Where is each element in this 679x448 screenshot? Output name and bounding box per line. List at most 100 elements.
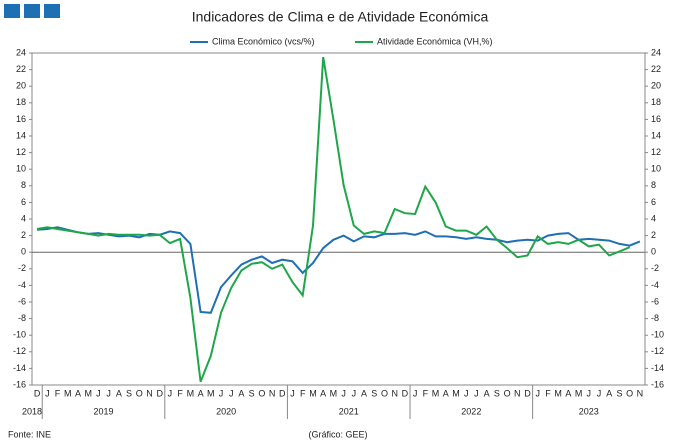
source: Fonte: INE <box>8 429 51 439</box>
series-line <box>36 56 631 383</box>
x-tick-label: J <box>229 388 234 398</box>
x-tick-label: D <box>34 388 41 398</box>
year-label: 2020 <box>216 406 236 416</box>
logo-block <box>4 4 20 18</box>
logo-block <box>44 4 60 18</box>
x-tick-label: A <box>75 388 81 398</box>
y2-tick-label: 24 <box>651 47 661 57</box>
x-tick-label: A <box>484 388 490 398</box>
x-tick-label: J <box>341 388 346 398</box>
x-tick-label: N <box>514 388 521 398</box>
x-tick-label: F <box>177 388 183 398</box>
x-tick-label: N <box>146 388 153 398</box>
x-tick-label: J <box>413 388 418 398</box>
x-tick-label: D <box>156 388 163 398</box>
x-tick-label: J <box>352 388 357 398</box>
x-tick-label: A <box>361 388 367 398</box>
legend-label: Atividade Económica (VH,%) <box>377 36 493 46</box>
plot-frame <box>31 52 646 386</box>
y-tick-label: 10 <box>16 164 26 174</box>
y2-tick-label: -2 <box>651 263 659 273</box>
y2-tick-label: 12 <box>651 147 661 157</box>
x-tick-label: O <box>381 388 388 398</box>
x-tick-label: F <box>545 388 551 398</box>
x-tick-label: N <box>637 388 644 398</box>
x-tick-label: D <box>279 388 286 398</box>
x-tick-label: M <box>432 388 440 398</box>
y2-tick-label: 4 <box>651 213 656 223</box>
y-tick-label: 8 <box>21 180 26 190</box>
credit: (Gráfico: GEE) <box>308 429 367 439</box>
x-tick-label: J <box>464 388 469 398</box>
x-tick-label: A <box>443 388 449 398</box>
x-tick-label: D <box>402 388 409 398</box>
x-tick-label: J <box>474 388 479 398</box>
y-tick-label: -2 <box>18 263 26 273</box>
y-tick-label: 24 <box>16 47 26 57</box>
y-tick-label: -14 <box>13 363 26 373</box>
logo-block <box>24 4 40 18</box>
x-tick-label: F <box>300 388 306 398</box>
y2-tick-label: 0 <box>651 247 656 257</box>
y-tick-label: 14 <box>16 130 26 140</box>
x-tick-label: J <box>290 388 295 398</box>
x-tick-label: S <box>494 388 500 398</box>
y-tick-label: 4 <box>21 213 26 223</box>
y-tick-label: -12 <box>13 346 26 356</box>
y2-tick-label: 18 <box>651 97 661 107</box>
y-tick-label: 20 <box>16 81 26 91</box>
year-label: 2019 <box>94 406 114 416</box>
x-tick-label: O <box>626 388 633 398</box>
y2-tick-label: 20 <box>651 81 661 91</box>
x-tick-label: J <box>219 388 224 398</box>
chart-title: Indicadores de Clima e de Atividade Econ… <box>192 9 489 25</box>
x-tick-label: O <box>504 388 511 398</box>
y-tick-label: -6 <box>18 296 26 306</box>
y-tick-label: -10 <box>13 330 26 340</box>
x-tick-label: M <box>84 388 92 398</box>
series-line <box>37 226 641 314</box>
x-tick-label: N <box>269 388 276 398</box>
x-tick-label: M <box>309 388 317 398</box>
x-tick-label: S <box>126 388 132 398</box>
y2-tick-label: -10 <box>651 330 664 340</box>
y-tick-label: -16 <box>13 379 26 389</box>
x-tick-label: F <box>423 388 429 398</box>
x-tick-label: A <box>565 388 571 398</box>
x-tick-label: M <box>452 388 460 398</box>
y2-tick-label: 10 <box>651 164 661 174</box>
x-tick-label: O <box>136 388 143 398</box>
y2-tick-label: -14 <box>651 363 664 373</box>
y-tick-label: 6 <box>21 197 26 207</box>
x-tick-label: J <box>535 388 540 398</box>
x-tick-label: J <box>45 388 50 398</box>
year-label: 2018 <box>22 406 42 416</box>
x-tick-label: N <box>391 388 398 398</box>
x-tick-label: M <box>64 388 72 398</box>
x-tick-label: O <box>258 388 265 398</box>
x-tick-label: M <box>207 388 215 398</box>
y2-tick-label: 6 <box>651 197 656 207</box>
y-tick-label: 18 <box>16 97 26 107</box>
y2-tick-label: 2 <box>651 230 656 240</box>
y2-tick-label: 8 <box>651 180 656 190</box>
y2-tick-label: -4 <box>651 280 659 290</box>
x-tick-label: A <box>116 388 122 398</box>
y2-tick-label: -16 <box>651 379 664 389</box>
year-label: 2021 <box>339 406 359 416</box>
x-tick-label: S <box>371 388 377 398</box>
legend-label: Clima Económico (vcs/%) <box>212 36 315 46</box>
x-tick-label: M <box>187 388 195 398</box>
x-tick-label: F <box>55 388 61 398</box>
x-tick-label: M <box>575 388 583 398</box>
x-tick-label: M <box>330 388 338 398</box>
y2-tick-label: 14 <box>651 130 661 140</box>
x-tick-label: J <box>106 388 111 398</box>
y-tick-label: 2 <box>21 230 26 240</box>
y-tick-label: -8 <box>18 313 26 323</box>
y-tick-label: 12 <box>16 147 26 157</box>
y-tick-label: 16 <box>16 114 26 124</box>
x-tick-label: A <box>606 388 612 398</box>
x-tick-label: J <box>168 388 173 398</box>
x-tick-label: M <box>554 388 562 398</box>
